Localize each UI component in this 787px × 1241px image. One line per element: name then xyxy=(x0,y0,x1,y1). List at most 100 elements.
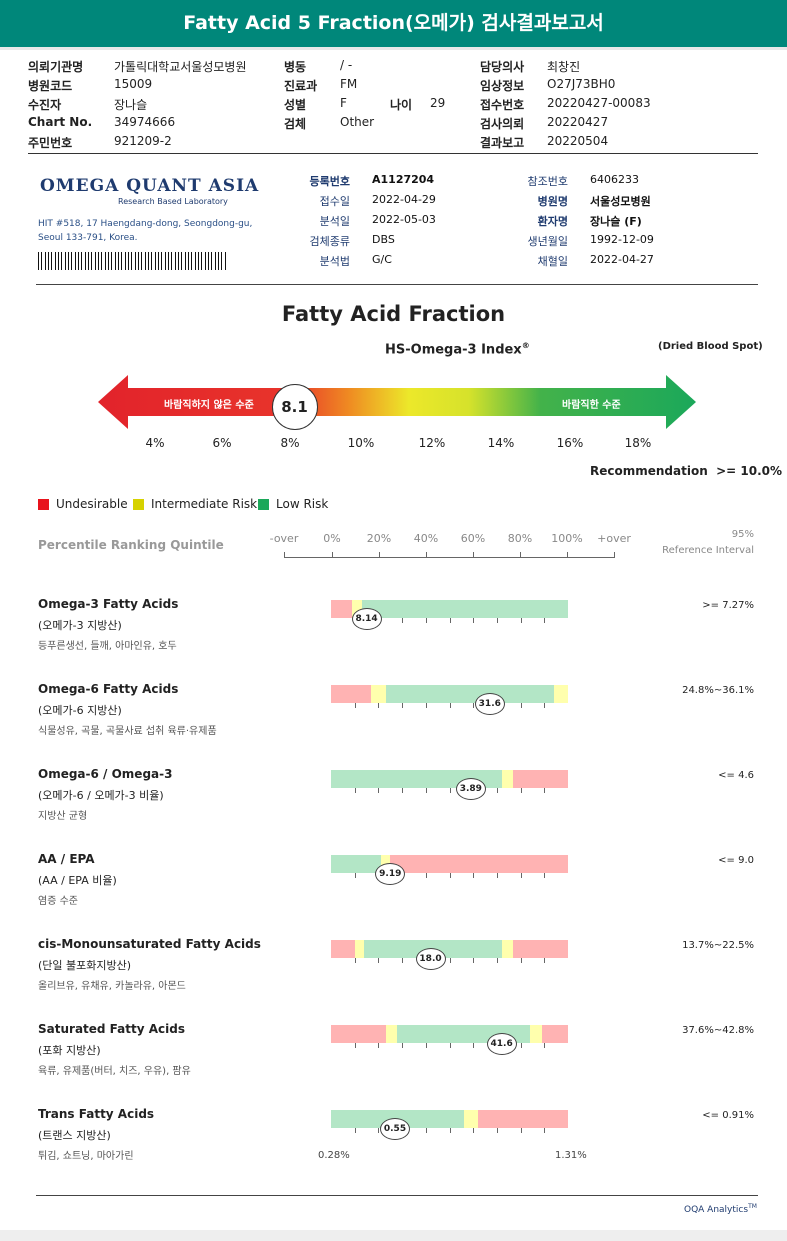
legend-label: Low Risk xyxy=(276,497,329,511)
lab-address-line1: HIT #518, 17 Haengdang-dong, Seongdong-g… xyxy=(38,219,253,229)
index-scale-tick: 12% xyxy=(418,436,446,450)
barcode-bar xyxy=(38,252,39,270)
range-tick xyxy=(544,873,546,878)
header-label: 수진자 xyxy=(28,98,62,112)
range-tick xyxy=(402,1043,404,1048)
header-label: 담당의사 xyxy=(480,60,525,74)
quintile-tick xyxy=(332,552,333,558)
barcode-bar xyxy=(195,252,196,270)
barcode-bar xyxy=(178,252,179,270)
lab-logo-text: OMEGA QUANT ASIA xyxy=(40,176,260,196)
range-segment xyxy=(331,940,355,958)
quintile-tick-label: 0% xyxy=(323,532,341,545)
range-bar xyxy=(331,1110,568,1133)
lab-field-label: 검체종류 xyxy=(309,235,350,248)
range-tick xyxy=(473,618,475,623)
range-segment xyxy=(530,1025,542,1043)
value-marker: 8.14 xyxy=(351,608,382,630)
quintile-tick-label: 80% xyxy=(507,532,533,545)
range-tick xyxy=(402,618,404,623)
header-value: 장나슬 xyxy=(114,98,148,112)
range-segment xyxy=(501,770,514,788)
range-tick xyxy=(449,958,451,963)
range-tick xyxy=(496,873,498,878)
lab-logo: OMEGA QUANT ASIA Research Based Laborato… xyxy=(40,176,259,206)
range-tick xyxy=(425,618,427,623)
barcode-bar xyxy=(88,252,89,270)
lab-field-label: 환자명 xyxy=(537,215,568,228)
range-tick xyxy=(378,703,380,708)
barcode-bar xyxy=(221,252,222,270)
barcode-bar xyxy=(208,252,209,270)
header-value: 15009 xyxy=(114,77,153,91)
arrow-left-label: 바람직하지 않은 수준 xyxy=(164,400,254,411)
sample-type: (Dried Blood Spot) xyxy=(658,341,763,352)
barcode xyxy=(38,252,228,270)
row-title: Omega-3 Fatty Acids xyxy=(38,597,179,611)
range-segment xyxy=(553,685,568,703)
barcode-bar xyxy=(41,252,42,270)
value-marker: 31.6 xyxy=(474,693,505,715)
row-title: cis-Monounsaturated Fatty Acids xyxy=(38,937,261,951)
barcode-bar xyxy=(115,252,116,270)
range-tick xyxy=(496,1128,498,1133)
barcode-bar xyxy=(51,252,52,270)
range-bar xyxy=(331,600,568,623)
barcode-bar xyxy=(165,252,166,270)
barcode-bar xyxy=(175,252,176,270)
range-segment xyxy=(331,1025,386,1043)
lab-field-value: A1127204 xyxy=(372,173,435,186)
index-title-sup: ® xyxy=(521,341,530,350)
range-tick xyxy=(544,1128,546,1133)
header-value: O27J73BH0 xyxy=(547,77,616,91)
quintile-axis-line xyxy=(284,557,614,558)
index-value: 8.1 xyxy=(281,398,308,416)
lab-address-line2: Seoul 133-791, Korea. xyxy=(38,233,138,243)
barcode-bar xyxy=(45,252,46,270)
barcode-bar xyxy=(218,252,219,270)
barcode-bar xyxy=(128,252,129,270)
lab-field-value: 2022-05-03 xyxy=(372,213,436,226)
value-marker: 18.0 xyxy=(415,948,446,970)
range-segment xyxy=(331,685,372,703)
row-subtitle: (오메가-3 지방산) xyxy=(38,619,122,632)
range-segment xyxy=(385,1025,398,1043)
age-value: 29 xyxy=(430,96,446,110)
row-note: 지방산 균형 xyxy=(38,811,88,822)
row-note: 식물성유, 곡물, 곡물사료 섭취 육류·유제품 xyxy=(38,726,217,737)
section-title: Fatty Acid Fraction xyxy=(281,302,506,326)
range-tick xyxy=(520,1043,522,1048)
barcode-bar xyxy=(151,252,152,270)
range-tick xyxy=(473,1043,475,1048)
reference-interval: <= 4.6 xyxy=(718,770,754,781)
row-subtitle: (오메가-6 / 오메가-3 비율) xyxy=(38,789,164,802)
barcode-bar xyxy=(155,252,156,270)
header-value: 20220504 xyxy=(547,134,609,148)
barcode-bar xyxy=(125,252,126,270)
header-value: 20220427 xyxy=(547,115,609,129)
index-scale-tick: 4% xyxy=(145,436,165,450)
range-segment xyxy=(361,600,568,618)
range-tick xyxy=(425,788,427,793)
barcode-bar xyxy=(158,252,159,270)
range-segment xyxy=(513,770,568,788)
range-tick xyxy=(473,703,475,708)
row-title: Omega-6 / Omega-3 xyxy=(38,767,173,781)
range-tick xyxy=(425,703,427,708)
range-tick xyxy=(354,958,356,963)
header-value: Other xyxy=(340,115,375,129)
barcode-bar xyxy=(85,252,86,270)
footer-divider xyxy=(36,1195,758,1196)
header-label: 병동 xyxy=(284,60,307,74)
range-bar xyxy=(331,940,568,963)
quintile-tick-label: 20% xyxy=(366,532,392,545)
header-label: 접수번호 xyxy=(480,98,525,112)
barcode-bar xyxy=(71,252,72,270)
barcode-bar xyxy=(171,252,172,270)
range-tick xyxy=(449,1128,451,1133)
range-tick xyxy=(520,703,522,708)
range-bar xyxy=(331,770,568,793)
range-tick xyxy=(544,703,546,708)
range-tick xyxy=(520,1128,522,1133)
footer-sup: TM xyxy=(748,1203,757,1210)
